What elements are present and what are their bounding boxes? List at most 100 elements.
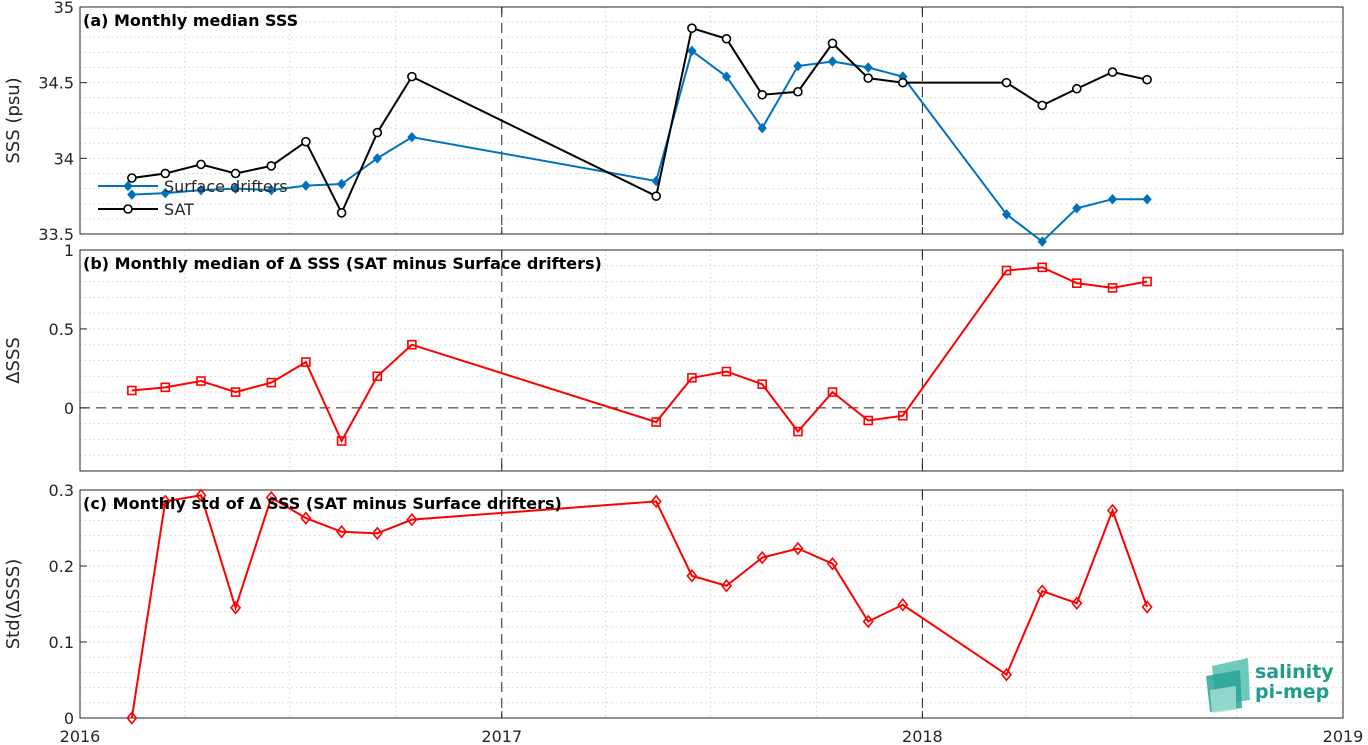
data-point (230, 183, 241, 194)
series-c-0 (126, 488, 1153, 725)
data-point (1106, 503, 1119, 518)
ytick-label: 34 (54, 149, 74, 168)
data-point (687, 45, 697, 57)
data-point (372, 153, 382, 164)
data-point (1001, 209, 1012, 220)
data-point (1037, 236, 1047, 247)
ytick-label: 0.2 (49, 557, 74, 576)
data-point (827, 38, 838, 49)
y-axis-label-b: ΔSSS (3, 337, 24, 384)
data-point (756, 550, 768, 565)
data-point (1107, 283, 1118, 293)
data-point (372, 371, 383, 382)
data-point (160, 382, 171, 393)
data-point (863, 73, 874, 83)
data-point (826, 556, 839, 571)
ytick-label: 0 (64, 399, 74, 418)
panel-a: 33.5 34 34.5 35 SSS (psu) (a) Monthly median … (3, 0, 1344, 247)
xtick-label: 2017 (481, 727, 522, 745)
data-point (793, 426, 803, 437)
series-line (130, 494, 1149, 719)
panel-c: 0 0.1 0.2 0.3 2016 2017 2018 2019 Std(ΔSSS) (c) M… (3, 481, 1363, 745)
ytick-label: 0.5 (49, 320, 74, 339)
data-point (406, 512, 418, 527)
xtick-label: 2016 (60, 727, 101, 745)
ytick-label: 1 (64, 241, 74, 260)
data-point (687, 23, 697, 33)
data-point (127, 173, 137, 183)
data-point (650, 494, 662, 509)
data-point (160, 168, 171, 179)
data-point (266, 161, 277, 171)
data-point (159, 494, 171, 509)
data-point (1001, 265, 1012, 276)
data-point (793, 60, 803, 72)
data-point (301, 357, 311, 367)
y-axis-label-a: SSS (psu) (3, 77, 24, 163)
salinity-pi-mep-logo: salinity pi-mep (1206, 658, 1334, 713)
axes-box-b (79, 249, 1344, 472)
data-point (1071, 596, 1083, 611)
data-point (827, 387, 838, 397)
data-point (1072, 278, 1082, 288)
data-point (336, 208, 347, 218)
data-point (651, 191, 661, 201)
xtick-label: 2018 (902, 727, 943, 745)
data-point (160, 187, 170, 199)
data-point (126, 711, 138, 725)
data-point (196, 159, 206, 170)
logo-text-salinity: salinity (1255, 661, 1334, 683)
y-axis-label-c: Std(ΔSSS) (3, 559, 24, 650)
data-point (336, 436, 347, 446)
data-point (651, 417, 661, 427)
data-point (897, 77, 908, 88)
series-line (131, 26, 1148, 216)
ytick-label: 33.5 (38, 225, 74, 244)
data-point (196, 184, 206, 196)
data-point (793, 86, 803, 97)
data-point (372, 127, 383, 138)
legend-entry: SAT (98, 200, 194, 219)
data-point (230, 387, 241, 397)
data-point (721, 33, 732, 44)
data-point (1037, 262, 1048, 273)
data-point (407, 71, 417, 82)
data-point (897, 597, 909, 612)
data-point (1142, 74, 1152, 85)
series-b-0 (127, 262, 1152, 446)
data-point (196, 376, 206, 386)
legend-panel-a: Surface drifters SAT (98, 177, 288, 219)
data-point (897, 410, 908, 421)
data-point (1036, 584, 1048, 598)
data-point (230, 168, 241, 179)
data-point (1037, 100, 1048, 111)
data-point (1072, 83, 1082, 94)
data-point (266, 184, 276, 196)
ytick-label: 0.1 (49, 633, 74, 652)
series-a-surface-drifters (127, 45, 1152, 247)
data-point (687, 373, 697, 383)
data-point (127, 189, 137, 200)
legend-label: Surface drifters (164, 177, 288, 196)
series-a-sat (127, 23, 1152, 218)
panel-title-a: (a) Monthly median SSS (83, 11, 298, 30)
data-point (1142, 276, 1152, 287)
data-point (123, 204, 133, 214)
data-point (1142, 193, 1152, 205)
ytick-label: 0.3 (49, 481, 74, 500)
legend-entry: Surface drifters (98, 177, 288, 196)
data-point (757, 379, 768, 389)
data-point (123, 180, 133, 192)
data-point (195, 488, 207, 503)
data-point (1072, 203, 1082, 214)
series-line (131, 266, 1148, 444)
axes-box-a (79, 6, 1344, 235)
ytick-label: 35 (54, 0, 74, 17)
data-point (792, 541, 804, 556)
panel-b: 0 0.5 1 ΔSSS (b) Monthly median of Δ SSS (SA… (3, 241, 1344, 472)
data-point (1141, 600, 1153, 614)
data-point (127, 385, 137, 396)
data-point (862, 614, 874, 629)
data-point (301, 180, 311, 191)
